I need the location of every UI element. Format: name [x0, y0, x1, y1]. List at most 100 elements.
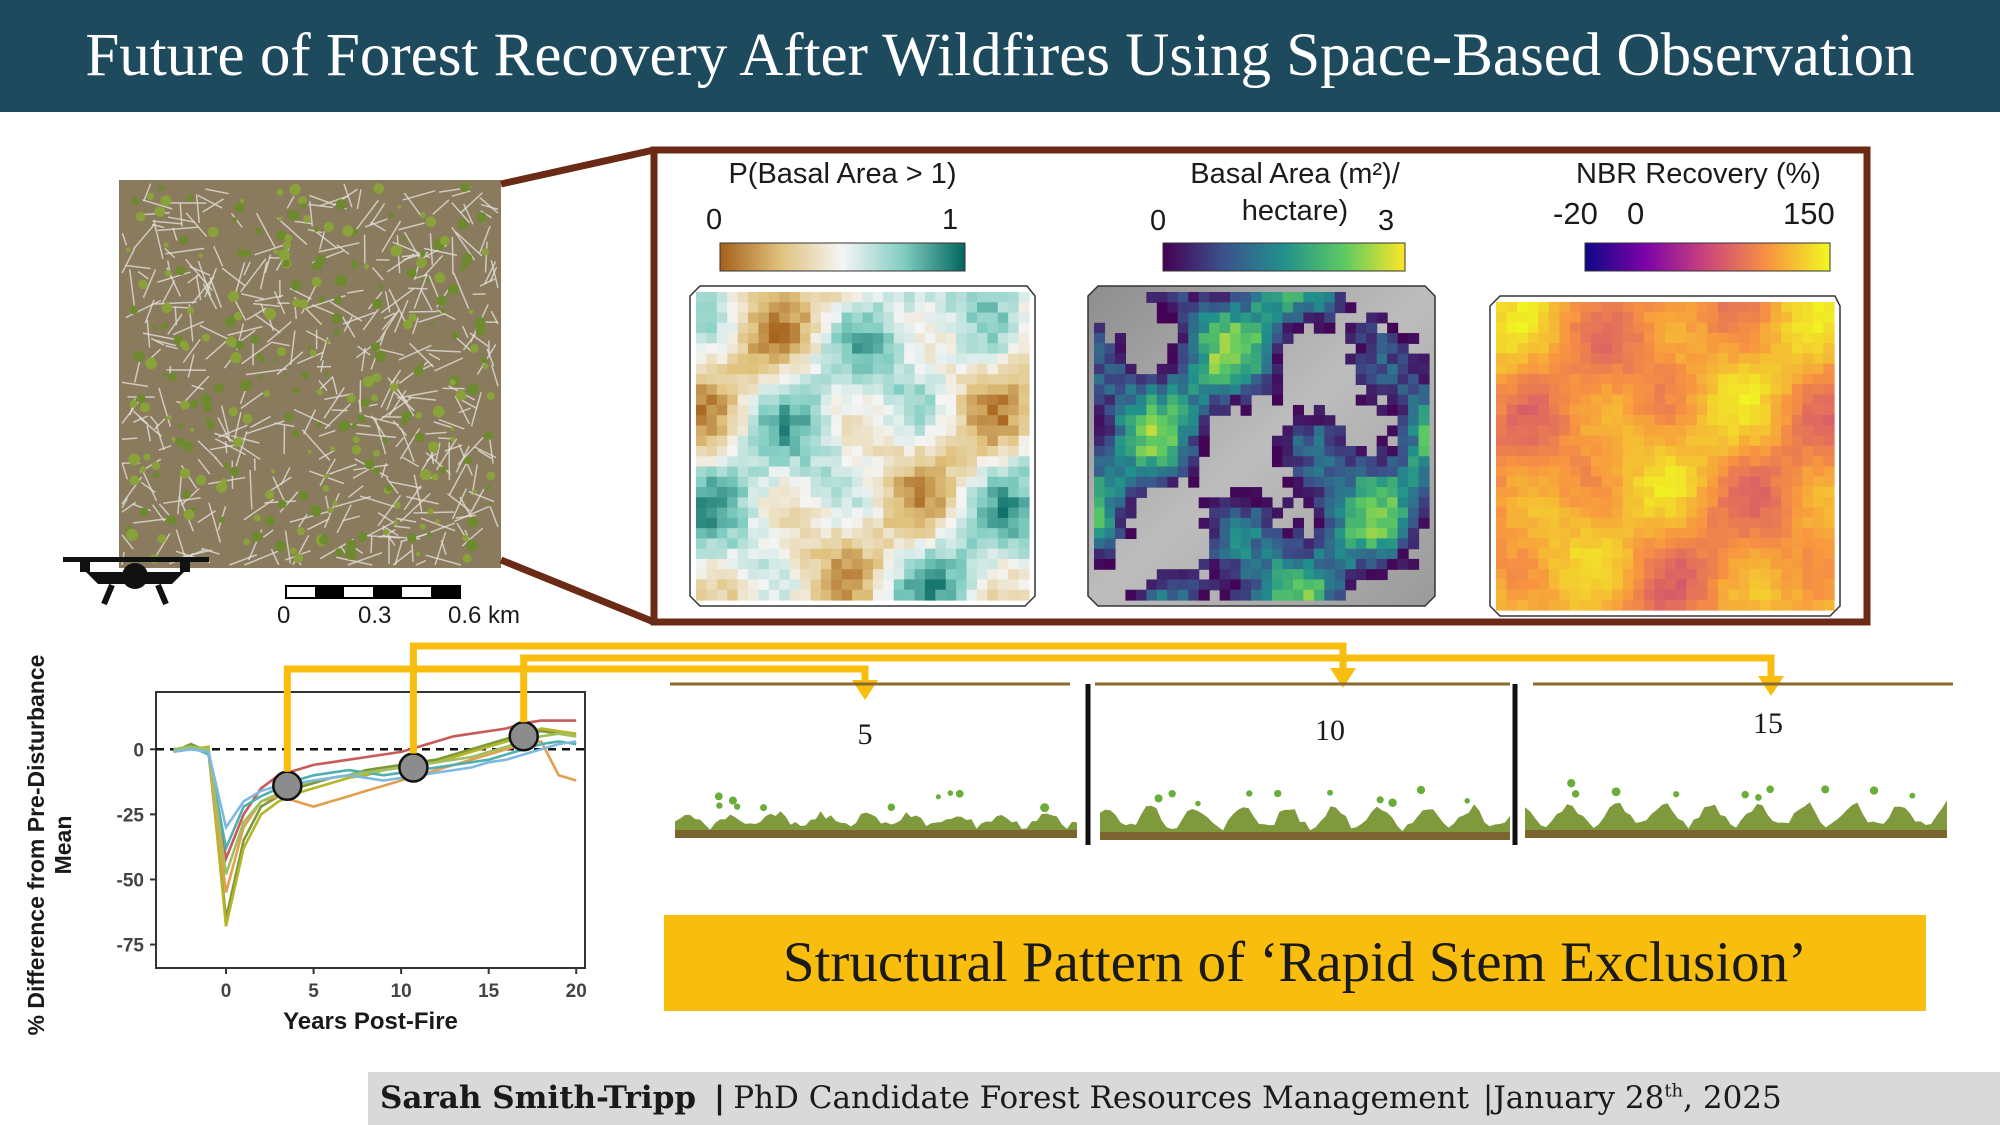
arrow-year-15	[520, 654, 1775, 723]
arrow-head-year-10	[1330, 668, 1356, 688]
canopy-tree-top	[887, 803, 896, 812]
arrow-head-year-15	[1758, 676, 1784, 696]
chart-x-axis-title: Years Post-Fire	[283, 1008, 458, 1035]
profile-label-10: 10	[1315, 714, 1345, 747]
canopy-tree-top	[728, 796, 738, 805]
chart-marker-year-10	[398, 752, 429, 783]
canopy-tree-top	[760, 804, 768, 812]
canopy-ground-year-10	[1100, 832, 1510, 840]
chart-series-line-7	[173, 740, 577, 831]
colorbar-probability	[719, 242, 966, 272]
chart-y-tick-label: -50	[117, 870, 144, 891]
canopy-tree-top	[1741, 790, 1749, 799]
canopy-tree-top	[1327, 789, 1333, 796]
map-title-probability: P(Basal Area > 1)	[728, 158, 957, 190]
chart-marker-year-15	[508, 721, 539, 752]
canopy-profiles	[670, 682, 1953, 845]
chart-y-tick-label: -75	[117, 936, 145, 957]
footer-bar	[368, 1072, 2000, 1125]
canopy-tree-top	[947, 790, 954, 796]
author-role: PhD Candidate Forest Resources Managemen…	[733, 1080, 1470, 1116]
footer-date-suffix: th	[1664, 1080, 1684, 1102]
scale-bar-label: 0	[277, 602, 291, 629]
canopy-tree-top	[935, 794, 941, 800]
canopy-profile-year-5	[675, 811, 1077, 830]
chart-x-tick-label: 10	[391, 981, 412, 1002]
chart-marker-year-5	[272, 770, 303, 801]
chart-y-tick-label: -25	[117, 805, 145, 826]
map-title-nbr: NBR Recovery (%)	[1576, 158, 1821, 190]
drone-icon	[63, 557, 209, 606]
scale-bar-label: 0.6 km	[448, 602, 521, 629]
canopy-tree-top	[1673, 791, 1680, 798]
chart-y-tick-label: 0	[133, 740, 144, 761]
author-name: Sarah Smith-Tripp	[380, 1080, 697, 1116]
colorbar-mid-label: 0	[1627, 196, 1645, 231]
footer-separator: |	[1482, 1080, 1494, 1116]
scale-bar-label: 0.3	[358, 602, 392, 629]
colorbar-min-label: 0	[1150, 205, 1167, 237]
canopy-tree-top	[1821, 785, 1830, 794]
chart-x-tick-label: 20	[566, 981, 587, 1002]
chart-x-tick-label: 5	[308, 981, 319, 1002]
profile-label-15: 15	[1753, 707, 1783, 740]
canopy-tree-top	[1464, 798, 1470, 804]
map-basal-area	[1087, 285, 1436, 607]
footer: Sarah Smith-Tripp | PhD Candidate Forest …	[380, 1072, 1782, 1125]
colorbar-nbr	[1584, 242, 1831, 272]
canopy-tree-top	[1168, 789, 1176, 798]
canopy-tree-top	[1154, 794, 1163, 803]
colorbar-basal-area	[1162, 242, 1406, 272]
canopy-tree-top	[714, 792, 723, 801]
chart-x-tick-label: 0	[221, 981, 232, 1002]
page-title: Future of Forest Recovery After Wildfire…	[85, 22, 1915, 89]
canopy-ground-year-5	[675, 830, 1077, 838]
conclusion-banner	[664, 915, 1926, 1011]
conclusion-banner-text: Structural Pattern of ‘Rapid Stem Exclus…	[782, 931, 1808, 994]
chart-series-line-6	[173, 732, 577, 875]
canopy-profile-year-10	[1100, 804, 1510, 832]
chart-series-line-5	[173, 740, 577, 853]
map-title-basal-area-line2: hectare)	[1241, 195, 1349, 227]
canopy-tree-top	[955, 789, 964, 798]
arrow-year-5	[283, 665, 869, 772]
canopy-tree-top	[1376, 796, 1384, 804]
map-nbr	[1489, 295, 1841, 617]
footer-separator: |	[713, 1080, 726, 1116]
colorbar-max-label: 1	[942, 204, 959, 236]
chart-series-line-4	[173, 740, 577, 893]
canopy-tree-top	[1571, 790, 1580, 798]
canopy-tree-top	[1869, 786, 1879, 795]
aerial-photo	[119, 180, 501, 568]
chart-series-line-1	[173, 719, 577, 864]
colorbar-min-label: 0	[706, 204, 723, 236]
year-arrows	[283, 642, 1784, 772]
colorbar-min-label: -20	[1553, 196, 1598, 231]
canopy-tree-top	[1755, 794, 1762, 801]
canopy-tree-top	[1040, 803, 1050, 813]
canopy-tree-top	[733, 803, 741, 810]
canopy-tree-top	[1567, 779, 1576, 788]
footer-date-year: , 2025	[1683, 1080, 1782, 1116]
canopy-tree-top	[1388, 798, 1397, 808]
colorbar-max-label: 3	[1378, 205, 1395, 237]
canopy-tree-top	[1611, 787, 1621, 797]
canopy-tree-top	[1909, 792, 1916, 799]
scale-bar	[285, 585, 461, 599]
title-bar	[0, 0, 2000, 112]
canopy-tree-top	[1766, 785, 1774, 794]
canopy-tree-top	[1195, 800, 1201, 807]
canopy-tree-top	[716, 802, 723, 809]
canopy-ground-year-15	[1525, 830, 1947, 838]
profile-label-5: 5	[857, 718, 873, 751]
map-title-basal-area: Basal Area (m²)/	[1190, 158, 1400, 190]
zoom-connector	[499, 146, 656, 626]
canopy-profile-year-15	[1525, 800, 1947, 830]
chart-y-axis-title: % Difference from Pre-Disturbance Mean	[23, 654, 76, 1036]
canopy-tree-top	[1246, 790, 1253, 797]
map-probability	[689, 285, 1036, 607]
colorbar-max-label: 150	[1783, 196, 1835, 231]
canopy-tree-top	[1274, 789, 1282, 798]
footer-date: January 28	[1493, 1080, 1665, 1116]
